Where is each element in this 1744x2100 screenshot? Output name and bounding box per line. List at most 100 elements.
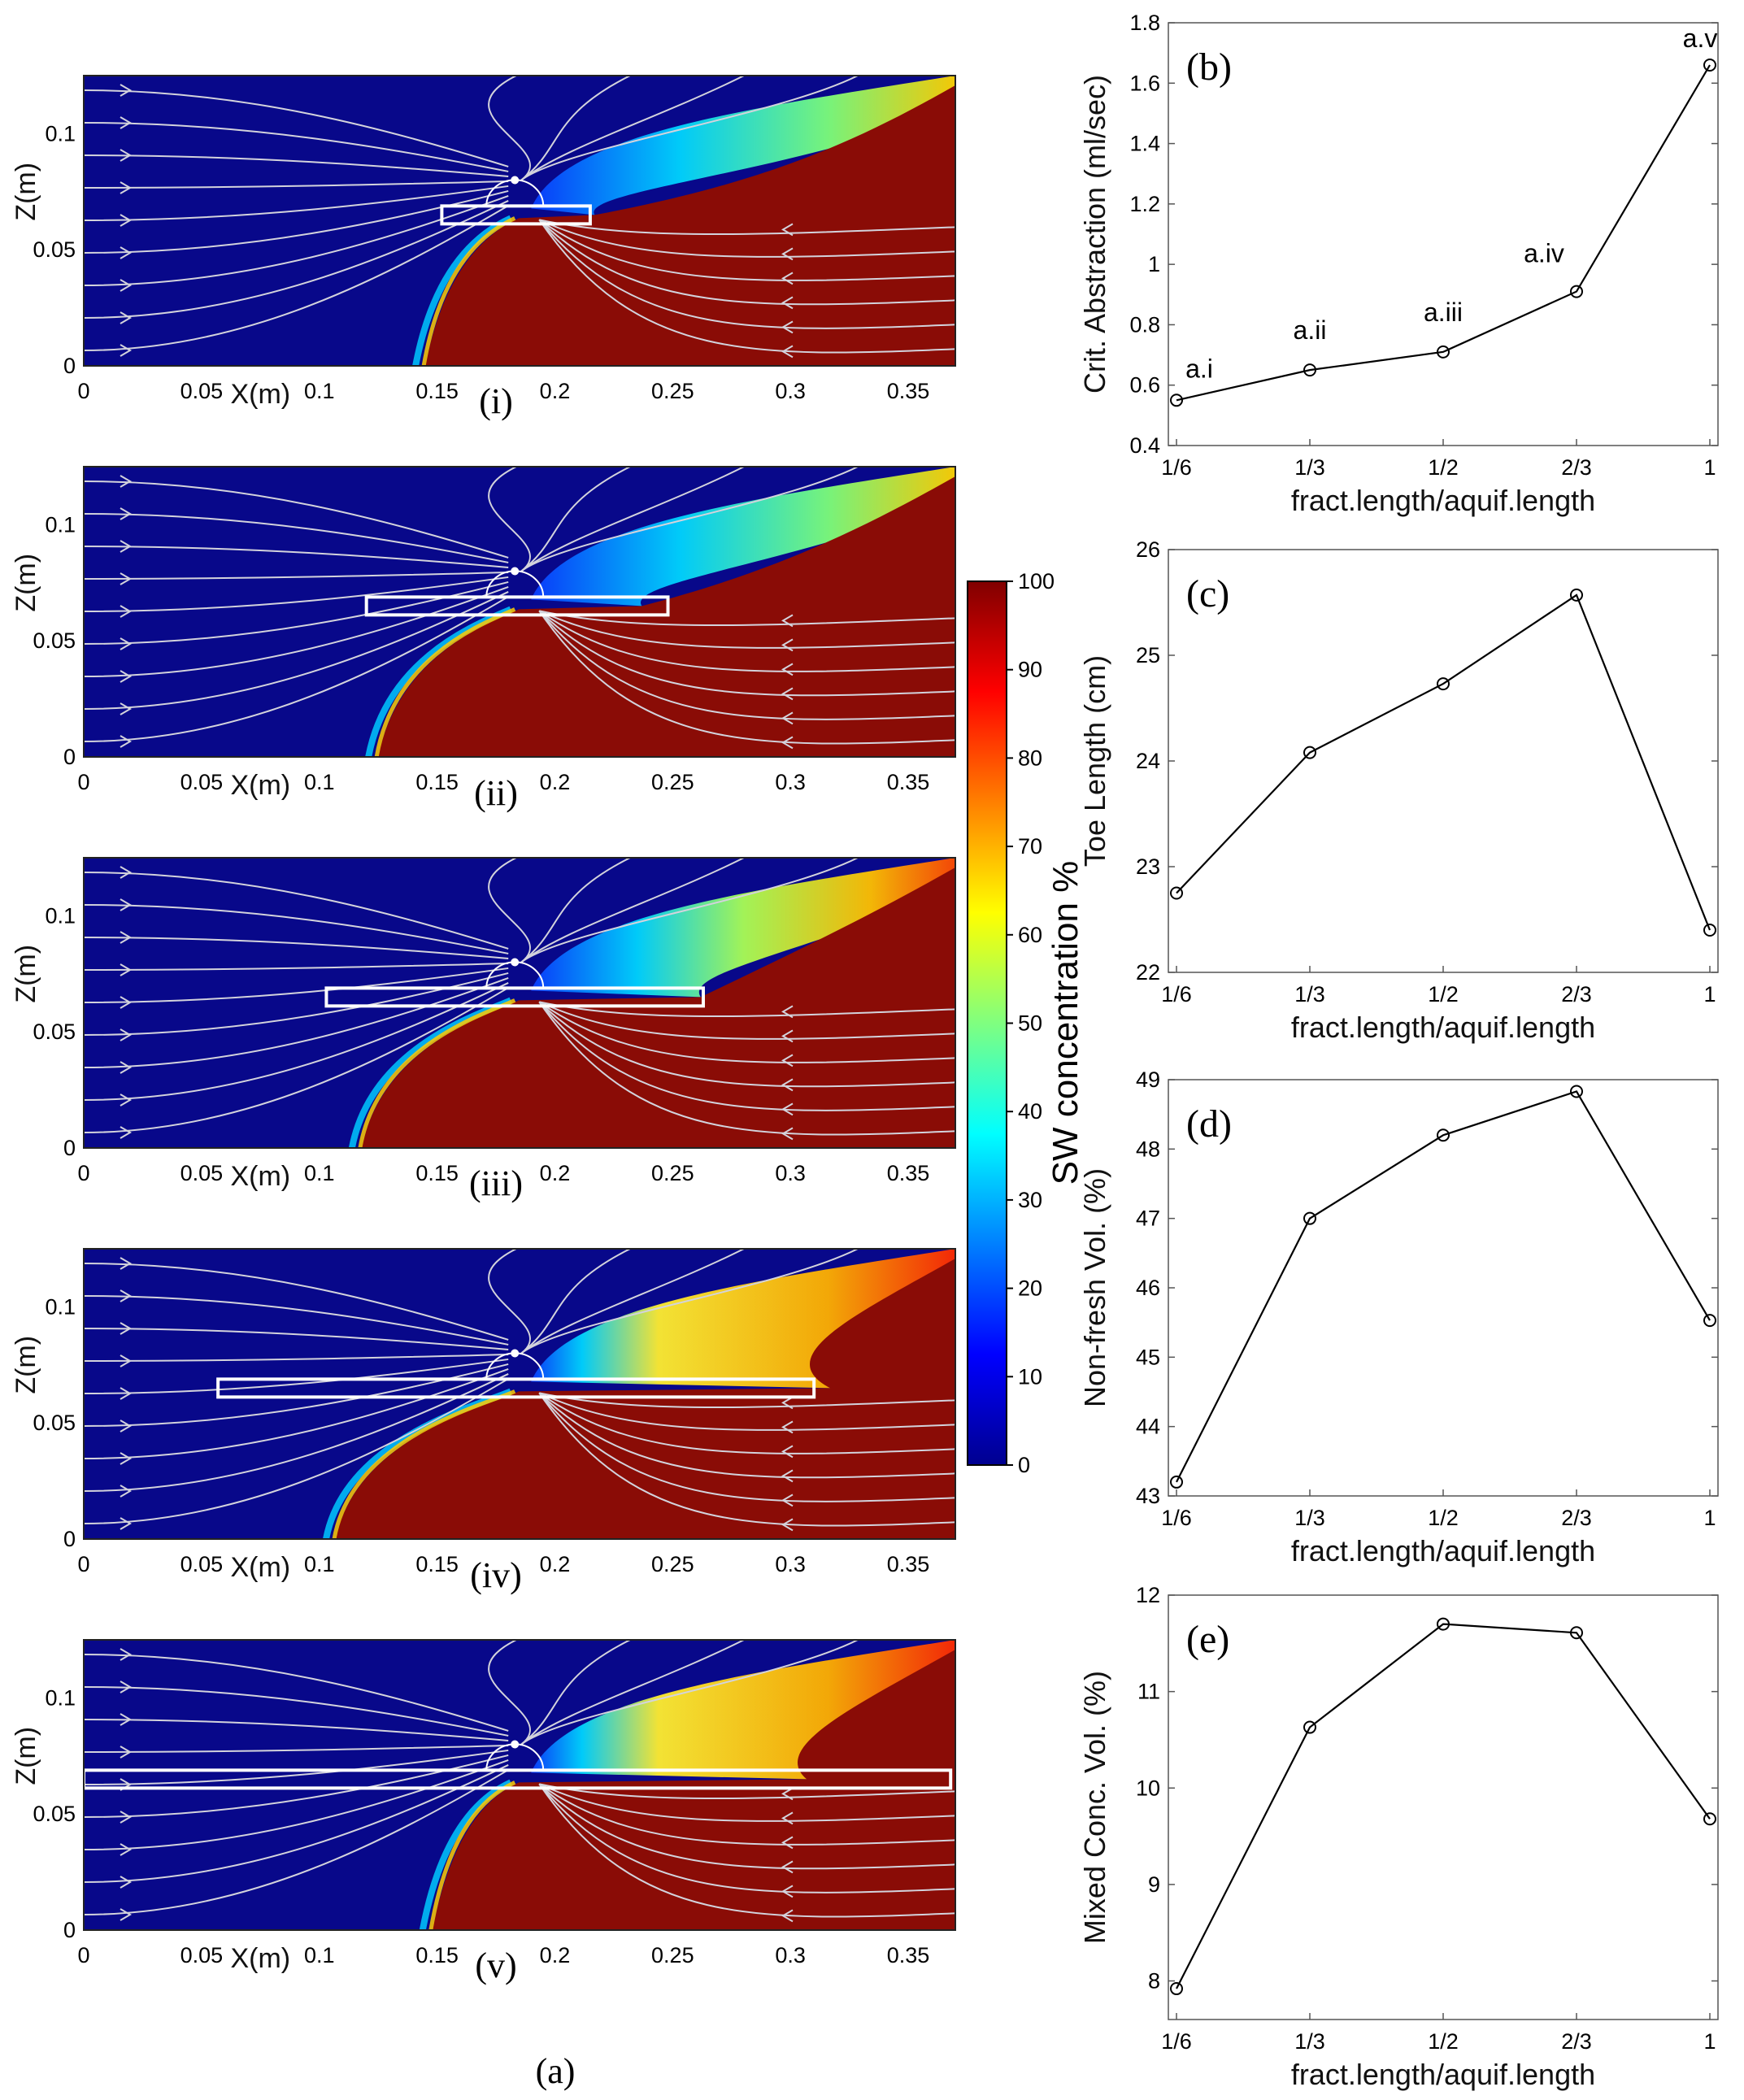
flow-arrow	[120, 214, 132, 227]
x-axis-label: fract.length/aquif.length	[1291, 1011, 1595, 1044]
streamline	[538, 610, 955, 697]
flow-arrow	[120, 1257, 132, 1270]
streamline	[488, 1640, 531, 1746]
flow-arrow	[120, 605, 132, 618]
y-tick-label: 44	[1136, 1415, 1160, 1439]
flow-arrow	[120, 1028, 132, 1041]
streamline	[84, 1686, 509, 1737]
streamline	[520, 858, 631, 963]
x-tick-label: 2/3	[1561, 455, 1592, 480]
y-tick-label: 0	[63, 1136, 76, 1160]
saltwater-wedge	[336, 1259, 955, 1539]
series-line	[1176, 1090, 1711, 1483]
streamline	[520, 76, 745, 181]
data-point	[1703, 59, 1716, 72]
series-line	[1176, 64, 1711, 402]
streamline	[520, 467, 745, 572]
streamline	[84, 976, 509, 1068]
flow-arrow	[781, 296, 794, 310]
plot-frame	[1168, 1594, 1719, 2020]
y-axis-label: Mixed Conc. Vol. (%)	[1078, 1671, 1111, 1944]
streamline	[84, 967, 509, 1003]
panel-caption: (v)	[475, 1946, 516, 1985]
streamline	[538, 610, 955, 649]
streamlines	[84, 858, 955, 1141]
y-tick-label: 12	[1136, 1583, 1160, 1607]
streamline	[539, 1001, 955, 1018]
simulation-panel-5: 0 0.05 0.1 0.15 0.2 0.25 0.3 0.35 0 0.05 0.1 X(m) Z(…	[11, 1639, 956, 1985]
streamline	[538, 1783, 955, 1918]
streamline	[84, 937, 509, 959]
streamline	[84, 987, 509, 1133]
streamline	[84, 1367, 509, 1459]
y-tick-label: 47	[1136, 1207, 1160, 1231]
flow-arrow	[120, 1713, 132, 1726]
streamline	[84, 546, 509, 568]
x-tick-label: 1/2	[1428, 455, 1459, 480]
y-axis-label: Z(m)	[11, 1727, 41, 1785]
data-point	[1437, 1617, 1450, 1631]
flow-arrow	[781, 638, 794, 652]
x-tick-label: 0.05	[180, 770, 224, 794]
colorbar-tick-label: 80	[1018, 746, 1042, 770]
fracture-outline	[84, 1768, 953, 1790]
colorbar-tick-label: 0	[1018, 1453, 1030, 1477]
x-tick-label: 1/3	[1294, 1506, 1325, 1530]
streamline	[84, 1759, 509, 1850]
y-tick-label: 0.05	[33, 628, 76, 653]
mixing-zone	[531, 1249, 955, 1389]
x-tick-label: 0.3	[775, 770, 806, 794]
simulation-panel-3: 0 0.05 0.1 0.15 0.2 0.25 0.3 0.35 0 0.05 0.1 X(m) Z(…	[11, 857, 956, 1203]
x-axis-label: X(m)	[230, 770, 290, 801]
x-tick-label: 0	[77, 1552, 89, 1576]
data-point	[1570, 285, 1583, 298]
streamline	[520, 1640, 859, 1746]
streamline	[538, 219, 955, 329]
y-axis-label: Z(m)	[11, 1336, 41, 1394]
flow-arrow	[120, 246, 132, 259]
x-axis-label: fract.length/aquif.length	[1291, 2058, 1595, 2091]
colorbar-label: SW concentration %	[1046, 861, 1085, 1185]
streamline	[538, 1783, 955, 1846]
y-tick-label: 48	[1136, 1137, 1160, 1161]
x-tick-label: 0.3	[775, 1552, 806, 1576]
flow-arrow	[120, 963, 132, 976]
flow-arrow	[120, 84, 132, 97]
streamline	[84, 205, 509, 351]
streamline	[84, 195, 509, 286]
fracture-outline	[324, 986, 705, 1008]
x-axis-label: fract.length/aquif.length	[1291, 484, 1595, 517]
y-tick-label: 0	[63, 1918, 76, 1942]
flow-arrow	[781, 1102, 794, 1116]
streamline	[538, 1392, 955, 1479]
flow-arrow	[120, 1843, 132, 1856]
streamlines	[84, 467, 955, 750]
flow-arrow	[781, 1811, 794, 1825]
colorbar-tick-label: 50	[1018, 1011, 1042, 1036]
streamline	[84, 185, 509, 221]
streamline	[520, 467, 631, 572]
flow-arrow	[120, 1517, 132, 1530]
x-tick-label: 0	[77, 1943, 89, 1967]
panel-caption: (i)	[479, 381, 513, 421]
x-tick-label: 1/3	[1294, 2029, 1325, 2054]
streamline	[84, 154, 509, 177]
streamline	[520, 1249, 745, 1354]
streamline	[538, 1001, 955, 1111]
y-tick-label: 0.1	[45, 1294, 76, 1319]
fracture-outline	[440, 204, 592, 226]
y-tick-label: 0.4	[1129, 433, 1160, 458]
x-tick-label: 1/2	[1428, 982, 1459, 1007]
y-tick-label: 46	[1136, 1276, 1160, 1300]
x-tick-label: 0.35	[887, 1943, 930, 1967]
colorbar: 0 10 20 30 40 50 60 70 80 90 100 SW concentration …	[967, 569, 1085, 1477]
data-point	[1303, 746, 1316, 759]
x-tick-label: 0.35	[887, 770, 930, 794]
y-axis-label: Crit. Abstraction (ml/sec)	[1078, 75, 1111, 393]
flow-arrow	[120, 344, 132, 357]
streamline	[538, 1783, 955, 1893]
flow-arrow	[781, 1860, 794, 1874]
x-tick-label: 2/3	[1561, 2029, 1592, 2054]
flow-arrow	[120, 1876, 132, 1889]
flow-arrow	[120, 670, 132, 683]
